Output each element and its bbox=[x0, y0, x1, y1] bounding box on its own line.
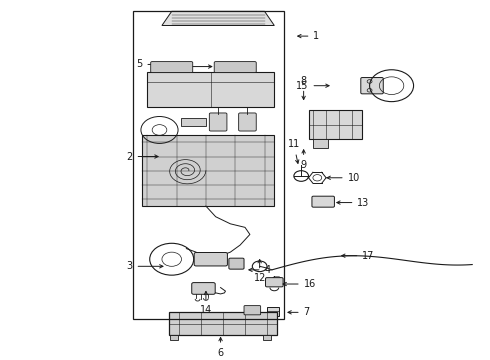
FancyBboxPatch shape bbox=[266, 278, 283, 287]
Text: 2: 2 bbox=[126, 152, 158, 162]
FancyBboxPatch shape bbox=[181, 118, 206, 126]
FancyBboxPatch shape bbox=[143, 135, 274, 206]
Text: 8: 8 bbox=[300, 76, 307, 99]
Bar bbox=[133, 11, 284, 319]
FancyBboxPatch shape bbox=[194, 252, 227, 266]
Text: 11: 11 bbox=[288, 139, 300, 163]
FancyBboxPatch shape bbox=[314, 139, 328, 148]
FancyBboxPatch shape bbox=[309, 111, 362, 139]
Text: 9: 9 bbox=[300, 150, 307, 170]
Text: 5: 5 bbox=[136, 59, 173, 69]
FancyBboxPatch shape bbox=[215, 63, 229, 71]
Text: 1: 1 bbox=[298, 31, 319, 41]
FancyBboxPatch shape bbox=[312, 196, 334, 207]
FancyBboxPatch shape bbox=[229, 258, 244, 269]
Polygon shape bbox=[162, 11, 274, 26]
Text: 10: 10 bbox=[327, 173, 360, 183]
Text: 13: 13 bbox=[337, 198, 369, 208]
Text: 7: 7 bbox=[288, 307, 310, 318]
FancyBboxPatch shape bbox=[147, 72, 274, 107]
FancyBboxPatch shape bbox=[239, 113, 256, 131]
FancyBboxPatch shape bbox=[214, 62, 256, 73]
FancyBboxPatch shape bbox=[267, 307, 279, 316]
Text: 4: 4 bbox=[249, 265, 270, 275]
FancyBboxPatch shape bbox=[192, 283, 215, 294]
FancyBboxPatch shape bbox=[209, 113, 227, 131]
Text: 14: 14 bbox=[200, 292, 212, 315]
Text: 16: 16 bbox=[283, 279, 316, 289]
Text: 6: 6 bbox=[218, 337, 223, 358]
Text: 17: 17 bbox=[342, 251, 375, 261]
Text: 3: 3 bbox=[126, 261, 163, 271]
Text: 15: 15 bbox=[296, 81, 329, 91]
FancyBboxPatch shape bbox=[169, 312, 277, 336]
FancyBboxPatch shape bbox=[170, 335, 178, 340]
FancyBboxPatch shape bbox=[361, 77, 383, 94]
FancyBboxPatch shape bbox=[263, 335, 271, 340]
Text: 12: 12 bbox=[253, 260, 266, 283]
FancyBboxPatch shape bbox=[244, 306, 261, 315]
FancyBboxPatch shape bbox=[151, 62, 193, 73]
